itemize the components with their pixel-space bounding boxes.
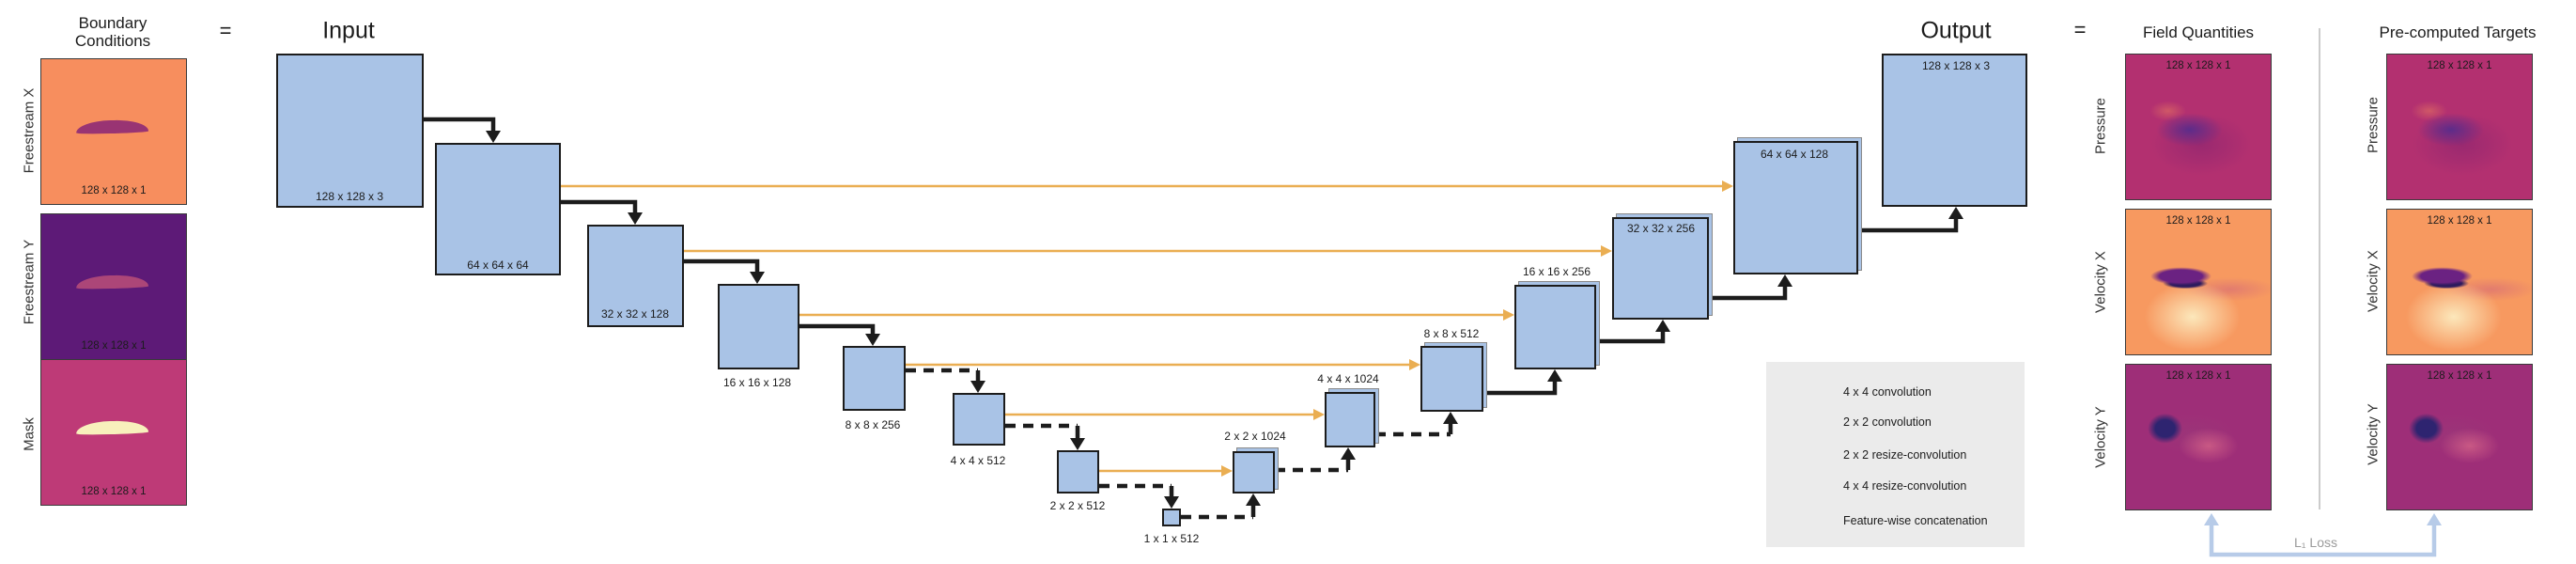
unet-box-bottleneck xyxy=(1162,509,1181,526)
legend-panel xyxy=(1766,362,2025,547)
pt-velocity-y-label: Velocity Y xyxy=(2365,403,2382,465)
resize-conv-4x4-arrows xyxy=(1483,207,1963,396)
pt-velocity-y-size: 128 x 128 x 1 xyxy=(2427,370,2492,382)
airfoil-shape xyxy=(75,274,149,290)
resize-conv-2x2-arrows xyxy=(1181,412,1458,520)
unet-box-enc3 xyxy=(718,284,799,369)
unet-box-input xyxy=(276,54,424,208)
legend-item-conv2: 2 x 2 convolution xyxy=(1843,415,1932,429)
legend-item-resize4: 4 x 4 resize-convolution xyxy=(1843,479,1967,493)
unet-box-input-label: 128 x 128 x 3 xyxy=(315,190,384,203)
unet-box-dec2-label: 4 x 4 x 1024 xyxy=(1317,372,1379,385)
unet-box-bottleneck-label: 1 x 1 x 512 xyxy=(1143,532,1200,545)
pt-velocity-x-size: 128 x 128 x 1 xyxy=(2427,215,2492,227)
output-title: Output xyxy=(1920,17,1992,44)
fq-velocity-x-label: Velocity X xyxy=(2092,251,2109,313)
mask-size: 128 x 128 x 1 xyxy=(81,486,147,497)
unet-box-dec1 xyxy=(1233,451,1275,494)
input-title: Input xyxy=(322,17,375,44)
l1-loss-bracket xyxy=(2204,513,2442,557)
unet-box-output-label: 128 x 128 x 3 xyxy=(1921,59,1991,72)
column-divider xyxy=(2319,28,2320,509)
airfoil-shape xyxy=(75,119,149,135)
freestream-y-label: Freestream Y xyxy=(21,239,38,325)
freestream-x-size: 128 x 128 x 1 xyxy=(81,185,147,196)
mask-image: 128 x 128 x 1 xyxy=(40,359,187,506)
fq-velocity-y-label: Velocity Y xyxy=(2092,406,2109,468)
precomputed-targets-title: Pre-computed Targets xyxy=(2379,24,2537,41)
pt-velocity-x-image: 128 x 128 x 1 xyxy=(2386,209,2533,355)
boundary-conditions-title-line2: Conditions xyxy=(74,32,151,50)
unet-box-enc3-label: 16 x 16 x 128 xyxy=(722,376,792,389)
unet-box-enc5 xyxy=(953,393,1005,446)
legend-item-resize2: 2 x 2 resize-convolution xyxy=(1843,448,1967,462)
pt-pressure-label: Pressure xyxy=(2365,96,2382,154)
skip-connection-lines xyxy=(561,180,1733,477)
pt-pressure-size: 128 x 128 x 1 xyxy=(2427,60,2492,71)
unet-box-enc4 xyxy=(843,346,906,411)
fq-velocity-x-image: 128 x 128 x 1 xyxy=(2125,209,2272,355)
boundary-conditions-title-line1: Boundary xyxy=(78,14,147,32)
fq-velocity-y-size: 128 x 128 x 1 xyxy=(2165,370,2231,382)
freestream-y-image: 128 x 128 x 1 xyxy=(40,213,187,360)
unet-box-dec6-label: 64 x 64 x 128 xyxy=(1760,148,1829,161)
pt-pressure-image: 128 x 128 x 1 xyxy=(2386,54,2533,200)
unet-box-enc5-label: 4 x 4 x 512 xyxy=(950,454,1006,467)
equals-sign-right: = xyxy=(2073,18,2087,41)
unet-box-dec3 xyxy=(1420,346,1483,412)
unet-box-enc2-label: 32 x 32 x 128 xyxy=(600,307,670,321)
conv-4x4-arrows xyxy=(422,117,880,346)
airfoil-shape xyxy=(75,420,149,436)
l1-loss-label: L₁ Loss xyxy=(2294,535,2337,550)
mask-label: Mask xyxy=(21,417,38,451)
fq-pressure-size: 128 x 128 x 1 xyxy=(2165,60,2231,71)
legend-item-concat: Feature-wise concatenation xyxy=(1843,514,1988,527)
pt-velocity-y-image: 128 x 128 x 1 xyxy=(2386,364,2533,510)
conv-2x2-arrows xyxy=(906,368,1179,509)
pt-velocity-x-label: Velocity X xyxy=(2365,250,2382,312)
unet-box-enc2 xyxy=(587,225,684,327)
fq-velocity-y-image: 128 x 128 x 1 xyxy=(2125,364,2272,510)
equals-sign-left: = xyxy=(219,19,232,42)
unet-box-dec6 xyxy=(1733,141,1858,274)
unet-box-output xyxy=(1882,54,2027,207)
fq-pressure-image: 128 x 128 x 1 xyxy=(2125,54,2272,200)
unet-box-dec2 xyxy=(1325,392,1375,447)
unet-box-dec1-label: 2 x 2 x 1024 xyxy=(1224,430,1286,443)
fq-velocity-x-size: 128 x 128 x 1 xyxy=(2165,215,2231,227)
unet-box-enc1-label: 64 x 64 x 64 xyxy=(467,258,529,272)
freestream-x-label: Freestream X xyxy=(21,87,38,174)
unet-box-dec4-label: 16 x 16 x 256 xyxy=(1522,265,1591,278)
field-quantities-title: Field Quantities xyxy=(2142,24,2255,41)
unet-box-enc6 xyxy=(1057,450,1099,494)
unet-box-dec4 xyxy=(1514,285,1596,369)
unet-box-dec5-label: 32 x 32 x 256 xyxy=(1626,222,1696,235)
fq-pressure-label: Pressure xyxy=(2092,97,2109,155)
unet-box-enc4-label: 8 x 8 x 256 xyxy=(845,418,901,431)
legend-item-conv4: 4 x 4 convolution xyxy=(1843,385,1932,399)
unet-box-dec3-label: 8 x 8 x 512 xyxy=(1423,327,1480,340)
freestream-x-image: 128 x 128 x 1 xyxy=(40,58,187,205)
unet-box-dec5 xyxy=(1612,217,1709,320)
freestream-y-size: 128 x 128 x 1 xyxy=(81,340,147,352)
unet-box-enc6-label: 2 x 2 x 512 xyxy=(1049,499,1106,512)
unet-box-enc1 xyxy=(435,143,561,275)
